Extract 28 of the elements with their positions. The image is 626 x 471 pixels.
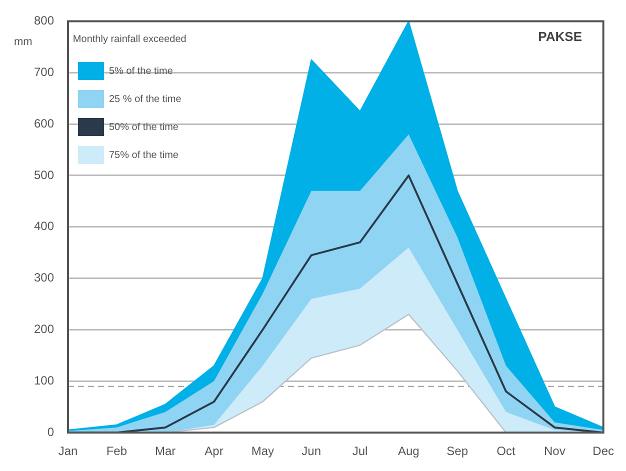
y-tick-label: 400: [34, 219, 54, 234]
y-tick-label: 200: [34, 322, 54, 336]
y-tick-label: 100: [34, 373, 54, 388]
x-tick-label: Jun: [302, 444, 322, 458]
x-tick-label: Jul: [352, 444, 368, 458]
y-tick-label: 600: [34, 116, 54, 130]
x-tick-label: Dec: [592, 444, 614, 458]
x-tick-label: Oct: [496, 444, 516, 458]
y-axis-title: mm: [14, 36, 32, 48]
x-tick-label: Jan: [58, 444, 78, 458]
legend-title: Monthly rainfall exceeded: [72, 34, 186, 45]
y-tick-label: 0: [47, 424, 54, 439]
x-tick-label: Apr: [204, 444, 224, 458]
legend-label: 5% of the time: [109, 66, 174, 77]
x-tick-label: Feb: [106, 444, 128, 458]
x-tick-label: May: [251, 444, 274, 458]
y-tick-label: 500: [34, 168, 54, 182]
legend-label: 50% of the time: [109, 122, 179, 133]
y-tick-label: 800: [34, 14, 54, 28]
x-tick-label: Mar: [154, 444, 176, 458]
legend-label: 25 % of the time: [109, 94, 182, 105]
legend-label: 75% of the time: [109, 150, 179, 161]
y-tick-label: 700: [34, 64, 54, 79]
y-tick-label: 300: [34, 270, 54, 285]
text: PAKSE: [538, 29, 582, 44]
x-tick-label: Aug: [398, 444, 420, 458]
x-tick-label: Sep: [446, 444, 468, 458]
x-tick-label: Nov: [544, 444, 566, 458]
